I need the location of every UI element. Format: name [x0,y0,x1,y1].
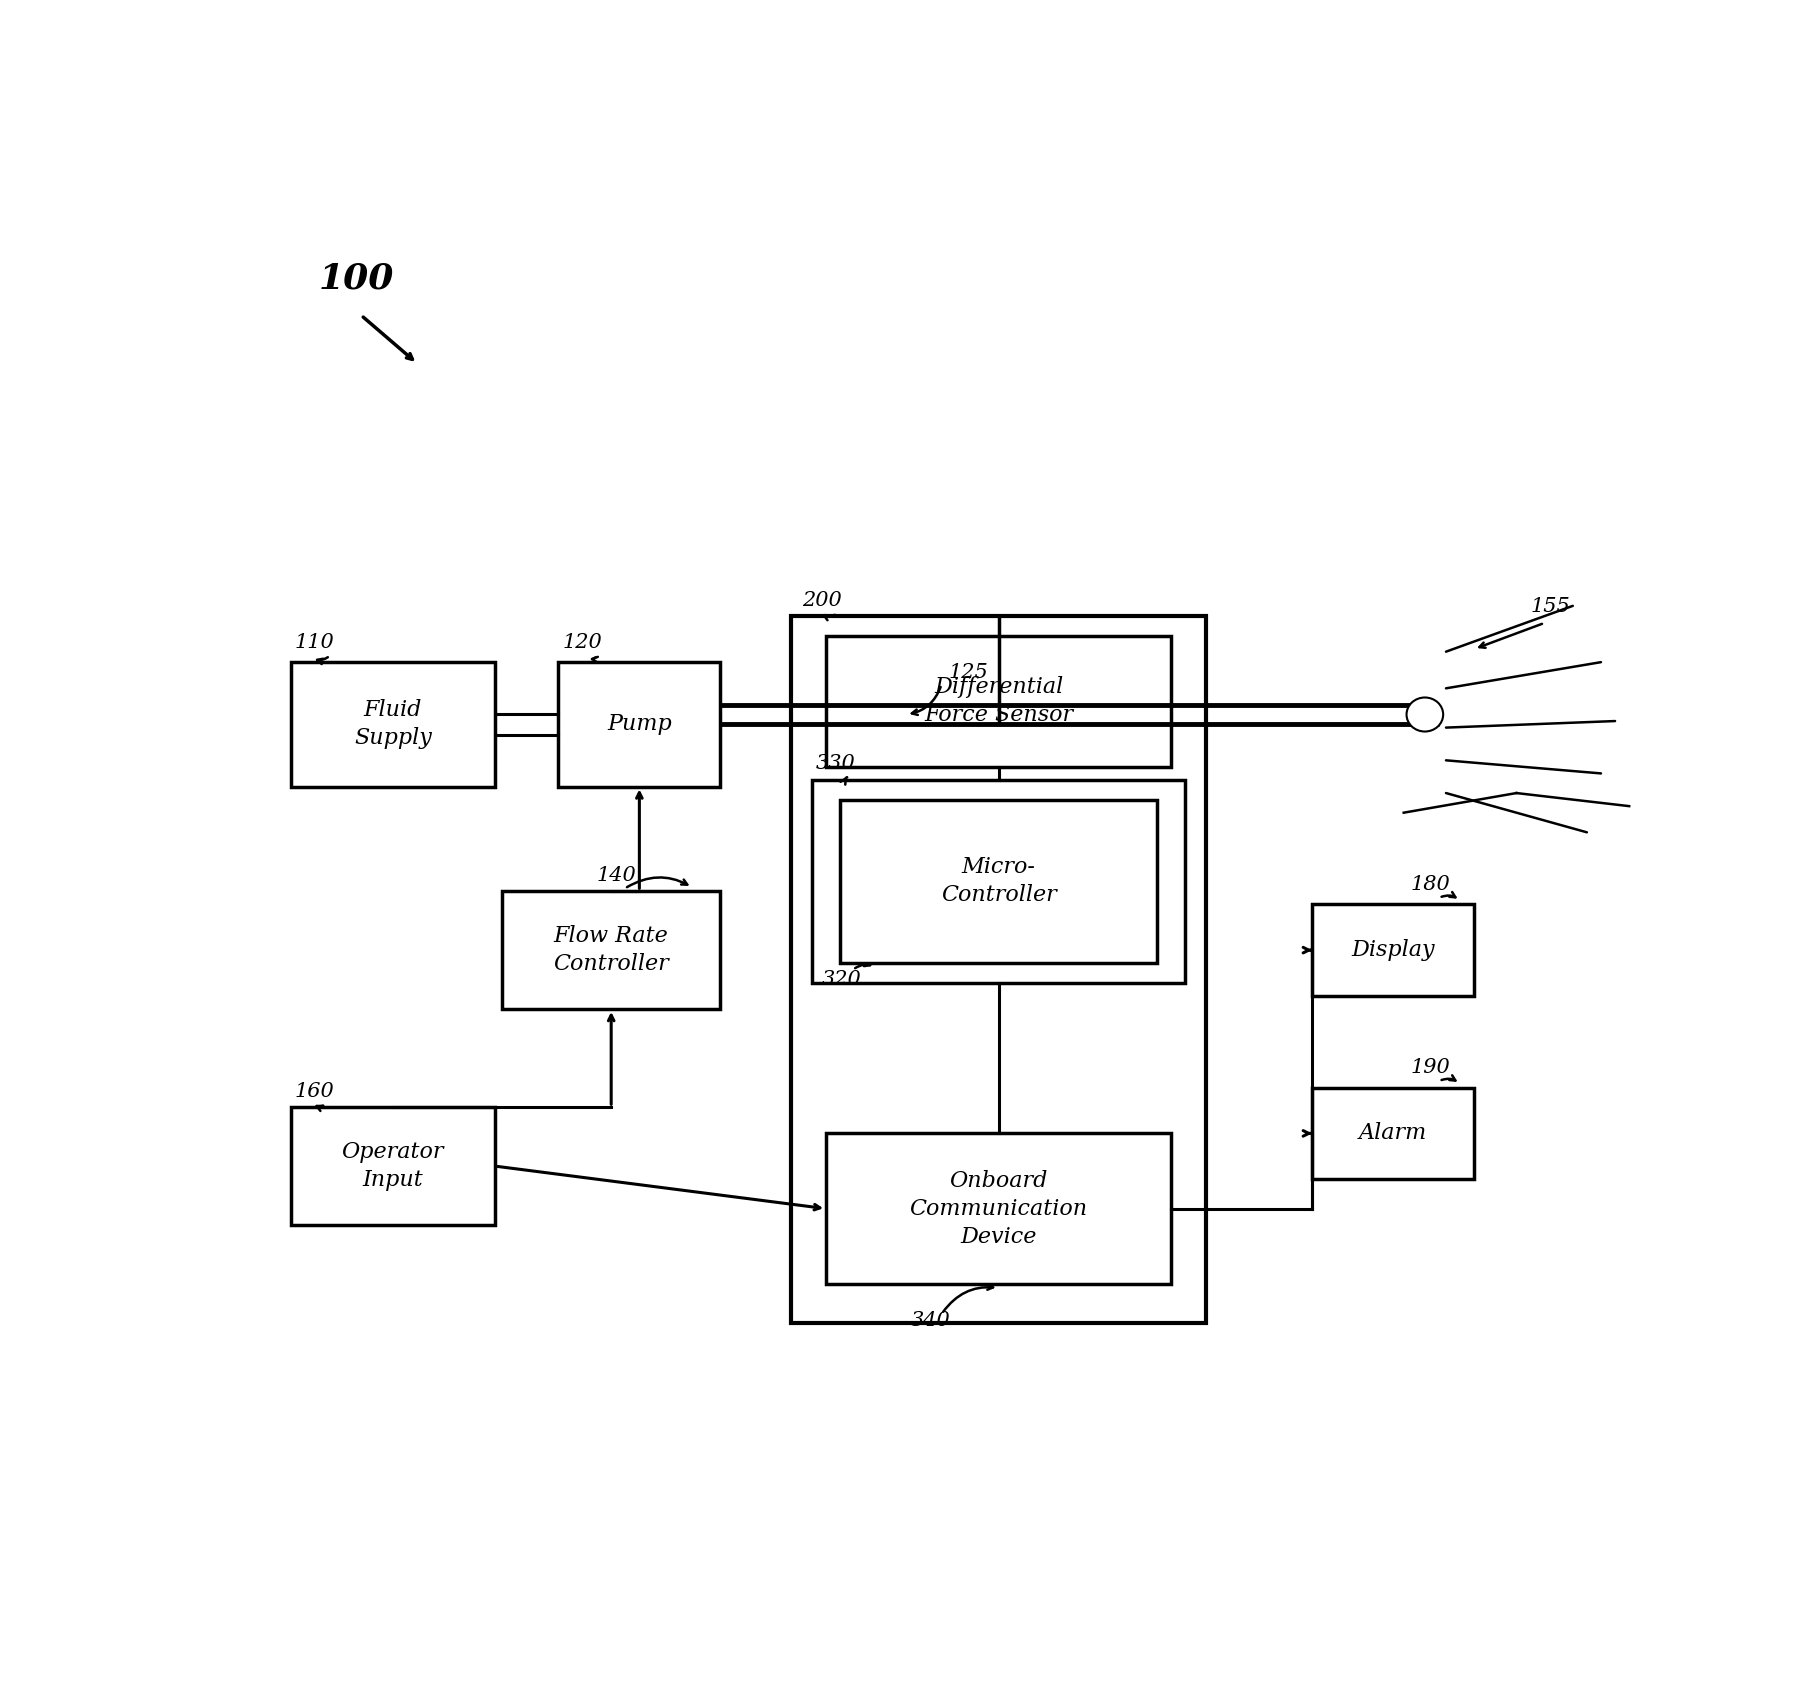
Text: 330: 330 [816,755,856,774]
Text: 200: 200 [802,592,842,610]
Text: 160: 160 [295,1081,335,1100]
Text: Fluid
Supply: Fluid Supply [355,699,431,750]
Bar [1313,904,1474,996]
Bar [840,799,1158,964]
Bar [825,636,1171,767]
Bar [813,780,1185,983]
Bar [291,661,494,787]
Bar [502,891,720,1010]
Bar [825,1134,1171,1284]
Text: 125: 125 [949,663,989,682]
Text: Pump: Pump [607,714,671,736]
Text: Alarm: Alarm [1360,1122,1427,1144]
Text: 180: 180 [1411,876,1451,894]
Text: 190: 190 [1411,1057,1451,1078]
Text: 155: 155 [1531,597,1571,617]
Text: Display: Display [1351,938,1434,960]
Circle shape [1407,697,1443,731]
Text: 110: 110 [295,632,335,651]
Bar [791,617,1207,1323]
Text: Micro-
Controller: Micro- Controller [940,857,1056,906]
Text: 140: 140 [596,865,636,884]
Text: 100: 100 [318,262,395,296]
Bar [558,661,720,787]
Text: Flow Rate
Controller: Flow Rate Controller [553,925,669,976]
Text: Onboard
Communication
Device: Onboard Communication Device [909,1170,1087,1248]
Text: 340: 340 [911,1311,951,1329]
Text: ASIC: ASIC [869,813,925,835]
Text: 320: 320 [822,971,862,989]
Text: Operator
Input: Operator Input [342,1141,444,1192]
Bar [1313,1088,1474,1180]
Bar [291,1107,494,1226]
Text: 120: 120 [562,632,602,651]
Text: Differential
Force Sensor: Differential Force Sensor [924,677,1073,726]
